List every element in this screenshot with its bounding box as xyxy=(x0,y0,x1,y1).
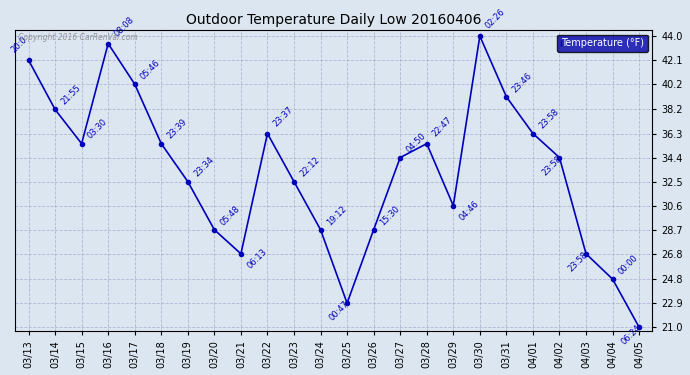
Text: 21:55: 21:55 xyxy=(59,84,82,106)
Text: 02:26: 02:26 xyxy=(484,7,507,30)
Text: 03:30: 03:30 xyxy=(86,117,109,141)
Text: 00:00: 00:00 xyxy=(617,253,640,276)
Title: Outdoor Temperature Daily Low 20160406: Outdoor Temperature Daily Low 20160406 xyxy=(186,13,482,27)
Text: 23:58: 23:58 xyxy=(566,250,590,273)
Text: 19:12: 19:12 xyxy=(325,204,348,227)
Text: 06:24: 06:24 xyxy=(620,323,643,346)
Text: 20:0: 20:0 xyxy=(9,35,28,54)
Text: 23:34: 23:34 xyxy=(192,156,215,179)
Text: 08:08: 08:08 xyxy=(112,15,136,38)
Text: 04:46: 04:46 xyxy=(457,199,481,222)
Text: 23:58: 23:58 xyxy=(537,107,560,131)
Text: 22:47: 22:47 xyxy=(431,115,454,138)
Text: 05:48: 05:48 xyxy=(219,204,241,227)
Text: 23:37: 23:37 xyxy=(272,105,295,128)
Legend: Temperature (°F): Temperature (°F) xyxy=(557,34,647,53)
Text: 23:39: 23:39 xyxy=(166,117,189,141)
Text: 23:58: 23:58 xyxy=(540,154,563,177)
Text: 15:30: 15:30 xyxy=(378,204,401,227)
Text: 23:46: 23:46 xyxy=(511,70,534,94)
Text: 06:13: 06:13 xyxy=(245,247,268,270)
Text: 00:47: 00:47 xyxy=(328,299,351,322)
Text: 05:46: 05:46 xyxy=(139,58,162,81)
Text: 22:12: 22:12 xyxy=(298,156,322,179)
Text: Copyright 2016 CarRenVal.com: Copyright 2016 CarRenVal.com xyxy=(19,33,138,42)
Text: 04:50: 04:50 xyxy=(404,132,428,155)
